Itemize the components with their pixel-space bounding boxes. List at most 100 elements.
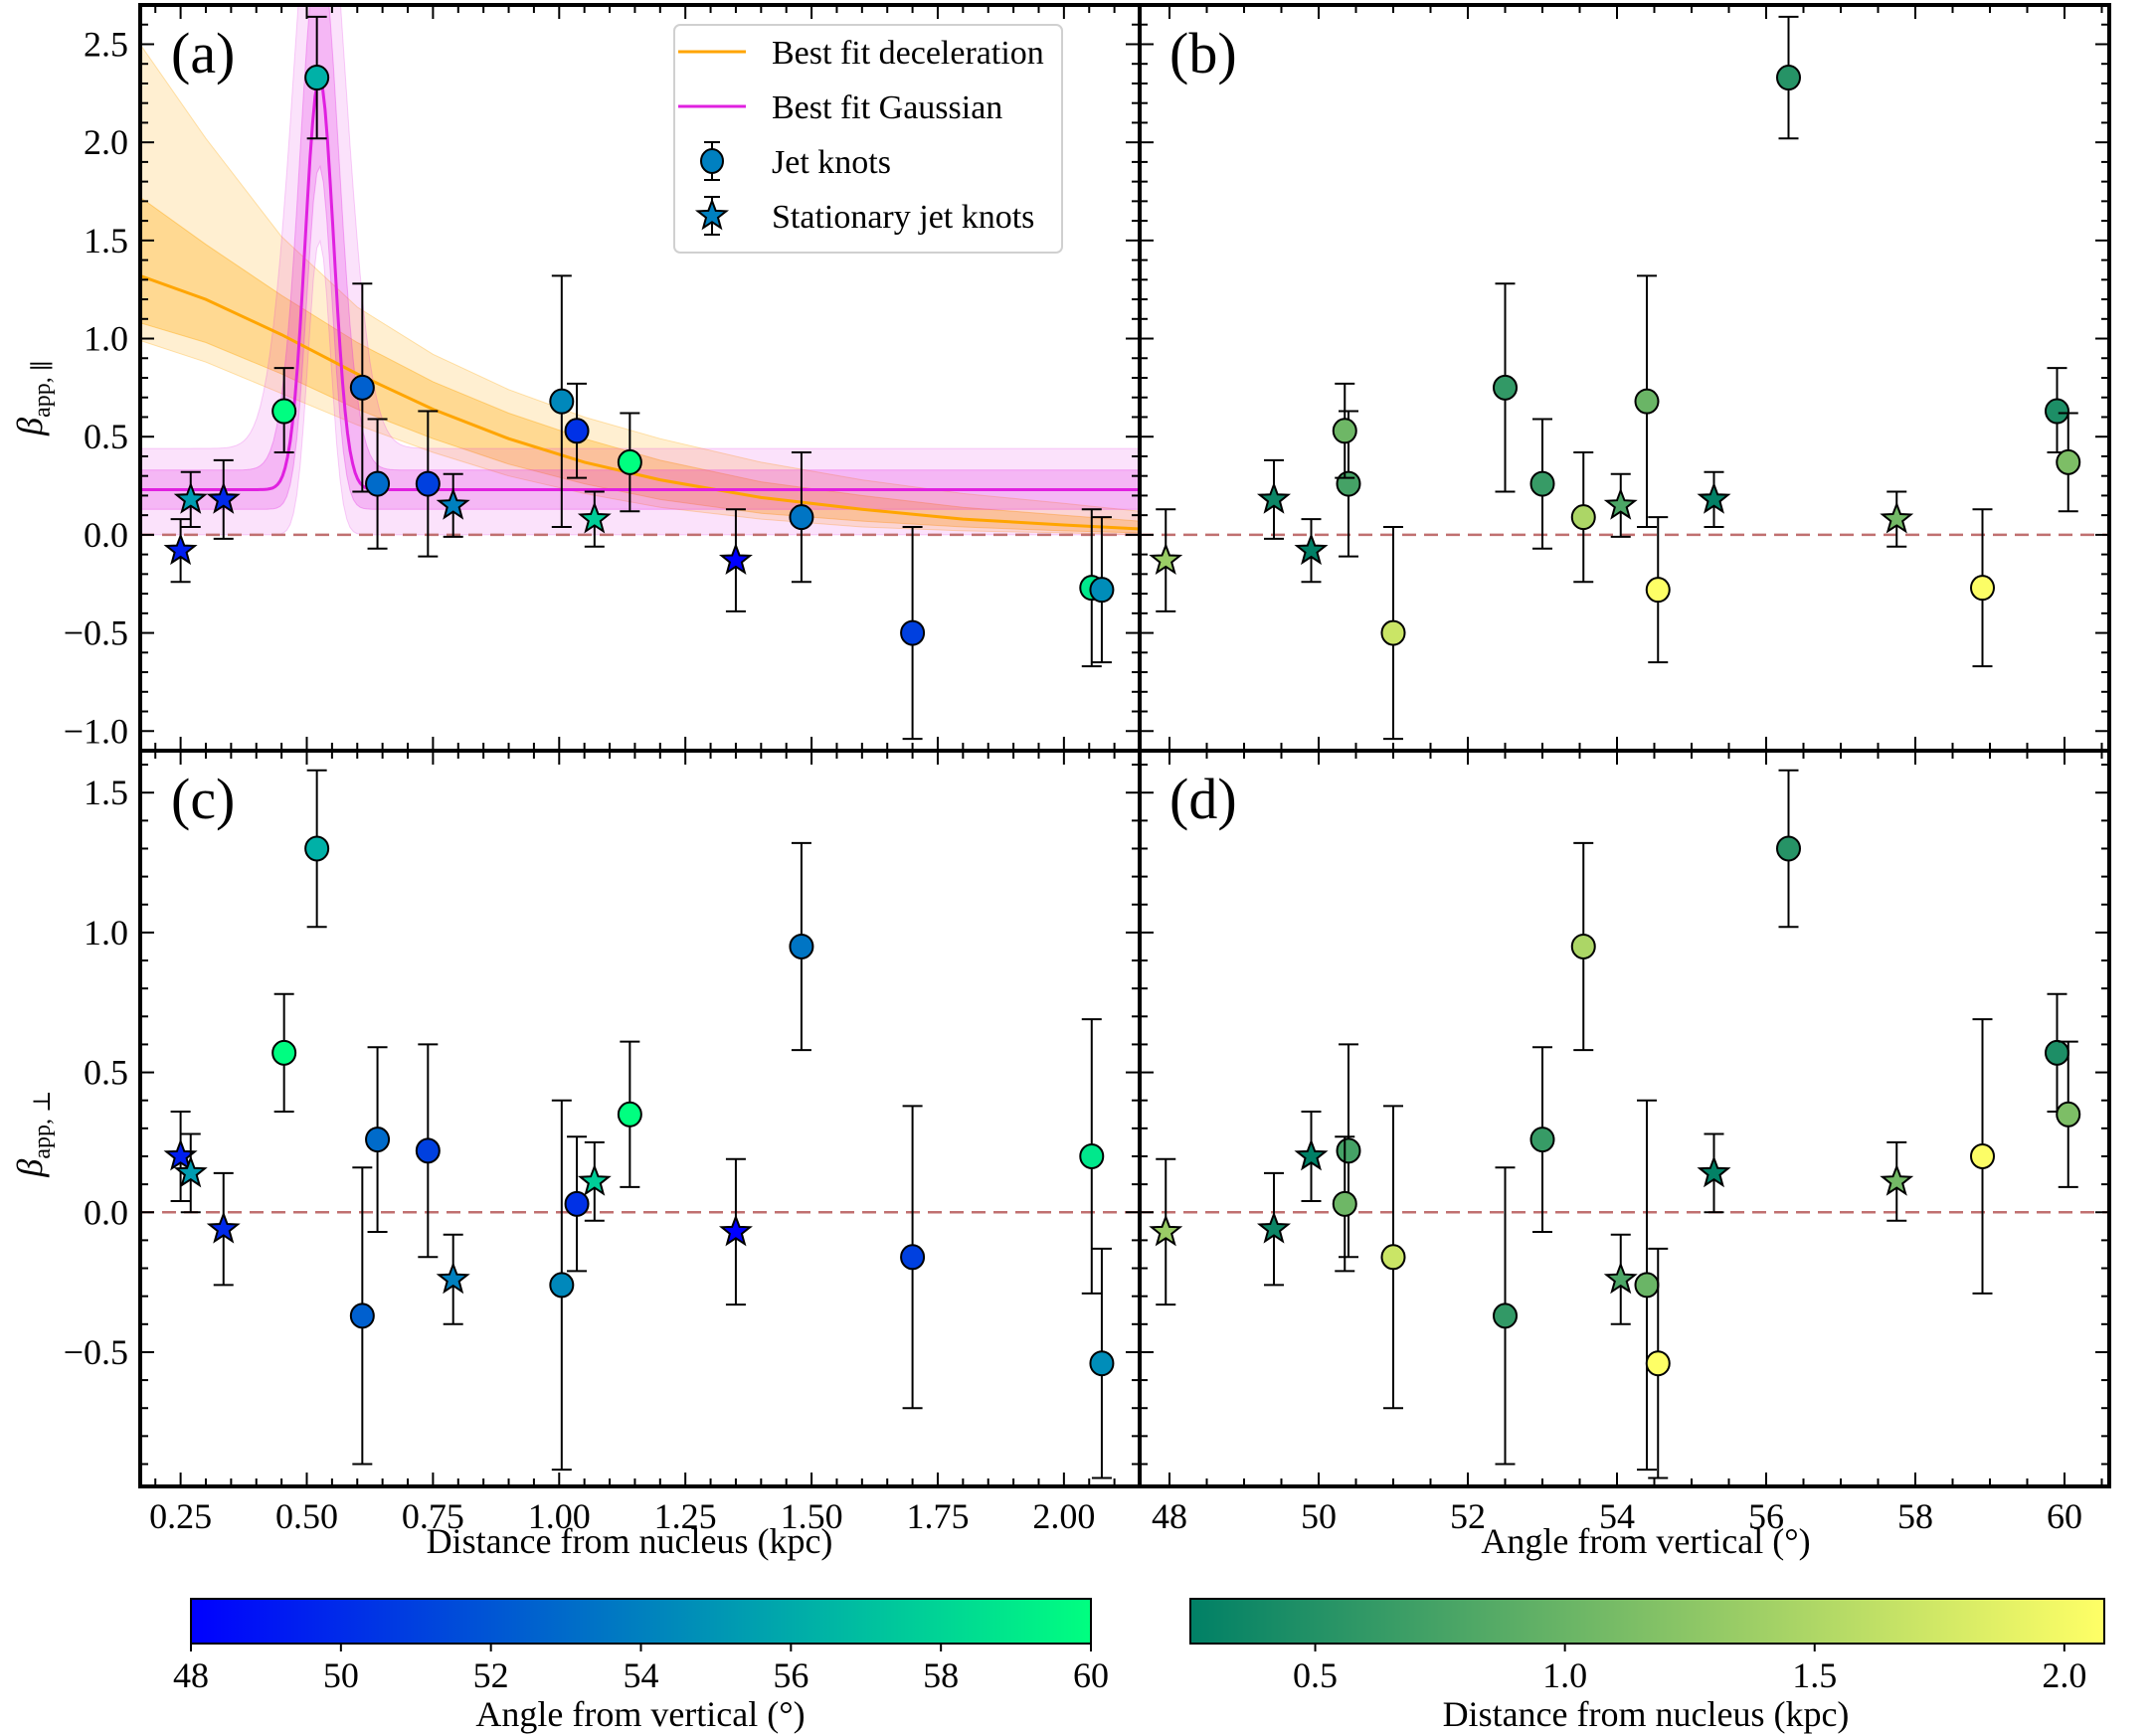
stationary-knot-point — [1603, 1233, 1638, 1325]
jet-knot-point — [1380, 1105, 1406, 1410]
circle-marker — [365, 470, 391, 497]
panel-c: −0.5 0.0 0.5 1.0 1.5 0.25 0.50 0.75 1.00 1.25 1.50… — [64, 749, 1142, 1536]
jet-knot-point — [789, 841, 814, 1052]
plot-area-c — [140, 769, 1140, 1479]
jet-knot-point — [2045, 992, 2069, 1113]
colorbar-angle-gradient — [190, 1598, 1092, 1645]
legend: Best fit deceleration Best fit Gaussian … — [673, 24, 1063, 254]
y-axis-label-a: βapp, ∥ — [10, 360, 56, 436]
y-tick-label: 1.0 — [84, 319, 128, 359]
legend-stationary-knot-marker — [694, 196, 730, 236]
circle-marker — [1529, 1127, 1555, 1153]
jet-knot-point — [1529, 418, 1555, 550]
circle-marker — [564, 418, 590, 444]
stationary-knot-point — [1294, 1110, 1329, 1203]
plot-area-d — [1140, 769, 2109, 1479]
circle-marker — [2045, 398, 2069, 425]
circle-marker — [1493, 374, 1518, 401]
y-tick-label: 1.5 — [84, 773, 128, 812]
jet-knot-point — [271, 367, 297, 453]
y-axis-label-c: βapp, ⊥ — [10, 1090, 56, 1177]
colorbar-distance-gradient — [1189, 1598, 2105, 1645]
star-marker — [1697, 1155, 1731, 1188]
jet-knot-point — [564, 382, 590, 479]
legend-jet-knot-marker — [700, 141, 724, 181]
x-tick-label: 0.25 — [149, 1496, 212, 1536]
star-marker — [1603, 487, 1638, 520]
colorbar-distance-tick-label: 1.0 — [1542, 1655, 1587, 1695]
star-marker — [1294, 532, 1329, 566]
circle-marker — [617, 1101, 642, 1128]
colorbar-distance-tick-label: 0.5 — [1293, 1655, 1338, 1695]
star-marker — [1256, 481, 1292, 514]
star-marker — [206, 481, 241, 514]
circle-marker — [1079, 1142, 1105, 1169]
stationary-knot-point — [206, 458, 241, 540]
colorbar-distance: 0.5 1.0 1.5 2.0 Distance from nucleus (kpc) — [1189, 1598, 2105, 1734]
circle-marker — [1634, 388, 1660, 415]
deceleration-fit-line — [140, 273, 1140, 531]
panel-label-b: (b) — [1169, 21, 1237, 86]
star-marker — [1697, 481, 1731, 514]
circle-marker — [1336, 1137, 1361, 1164]
jet-knot-point — [2056, 412, 2081, 513]
jet-knot-point — [2056, 1040, 2081, 1188]
jet-knot-point — [1970, 508, 1995, 668]
circle-marker — [617, 448, 642, 475]
stationary-knot-point — [718, 508, 753, 612]
circle-marker — [1332, 1190, 1357, 1217]
y-tick-label: 2.5 — [84, 24, 128, 64]
circle-marker — [1776, 835, 1801, 862]
circle-marker — [2045, 1039, 2069, 1066]
stationary-knot-point — [163, 518, 198, 584]
colorbar-distance-tick-label: 1.5 — [1792, 1655, 1837, 1695]
x-tick-label: 1.50 — [781, 1496, 843, 1536]
stationary-knot-point — [577, 1140, 612, 1222]
stationary-knot-point — [718, 1157, 753, 1306]
jet-knot-point — [1332, 382, 1357, 479]
circle-marker — [1089, 577, 1115, 604]
gaussian-band-1sigma — [140, 5, 1140, 510]
star-marker — [577, 501, 612, 534]
circle-marker — [2056, 448, 2081, 475]
jet-knot-point — [1634, 274, 1660, 528]
colorbar-angle-tick-label: 48 — [173, 1655, 209, 1695]
x-axis-label-c: Distance from nucleus (kpc) — [427, 1521, 833, 1561]
star-marker — [1149, 1214, 1183, 1247]
jet-knot-point — [617, 412, 642, 513]
circle-marker — [1776, 65, 1801, 91]
y-tick-label: −0.5 — [64, 1332, 128, 1372]
stationary-knot-point — [577, 490, 612, 548]
circle-marker — [1970, 1142, 1995, 1169]
jet-knot-point — [1570, 841, 1596, 1052]
jet-knot-point — [1089, 1247, 1115, 1479]
circle-marker — [1380, 1244, 1406, 1271]
x-tick-label: 56 — [1748, 1496, 1784, 1536]
axes-frame-d — [1138, 749, 2111, 1488]
jet-knot-point — [564, 1135, 590, 1273]
y-tick-label: −1.0 — [64, 711, 128, 751]
circle-marker — [1634, 1272, 1660, 1299]
jet-knot-point — [1089, 516, 1115, 664]
circle-marker — [2056, 1101, 2081, 1128]
star-marker — [718, 1214, 753, 1247]
circle-marker — [349, 1302, 375, 1329]
y-tick-label: 1.0 — [84, 913, 128, 953]
star-marker — [436, 487, 470, 520]
jet-knot-point — [549, 274, 575, 528]
stationary-knot-point — [1149, 508, 1183, 612]
stationary-knot-point — [1256, 458, 1292, 540]
jet-knot-point — [789, 451, 814, 584]
legend-frame — [673, 24, 1063, 254]
jet-knot-point — [415, 410, 441, 558]
star-marker — [163, 532, 198, 566]
jet-knot-point — [1380, 526, 1406, 741]
star-marker — [718, 542, 753, 575]
circle-marker — [1336, 470, 1361, 497]
panel-b — [1138, 3, 2111, 753]
jet-knot-point — [1645, 516, 1671, 664]
jet-knot-point — [415, 1043, 441, 1259]
stationary-knot-point — [1880, 1140, 1914, 1222]
legend-label-deceleration: Best fit deceleration — [772, 35, 1044, 72]
jet-knot-point — [900, 526, 926, 741]
